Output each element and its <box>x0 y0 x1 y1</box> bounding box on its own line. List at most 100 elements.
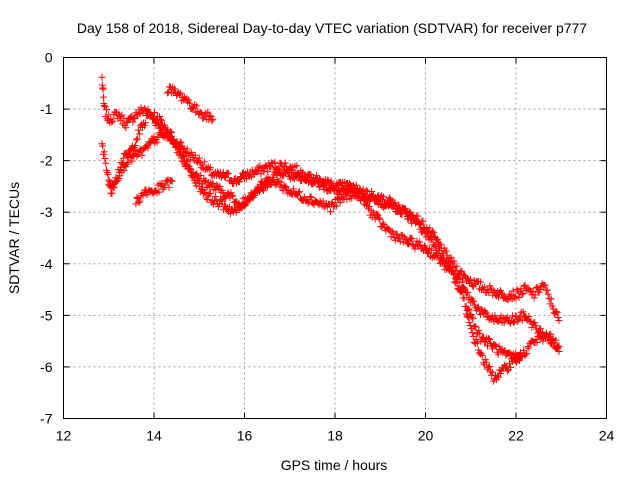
data-point <box>120 114 128 122</box>
data-point <box>200 158 208 166</box>
x-tick-label: 16 <box>237 428 253 444</box>
data-point <box>418 228 426 236</box>
data-point <box>99 142 107 150</box>
data-point <box>485 362 493 370</box>
y-tick-label: -3 <box>40 204 53 220</box>
data-point <box>236 173 244 181</box>
data-point <box>555 317 563 325</box>
data-point <box>167 128 175 136</box>
data-point <box>422 244 429 252</box>
data-point <box>450 270 458 278</box>
data-point <box>555 342 563 350</box>
data-point <box>293 162 301 170</box>
data-point <box>205 165 213 173</box>
data-point <box>144 105 152 113</box>
y-tick-label: -6 <box>40 359 53 375</box>
data-point <box>228 191 236 199</box>
data-point <box>193 158 201 166</box>
data-point <box>403 207 411 215</box>
data-point <box>373 196 381 204</box>
data-point <box>373 210 381 218</box>
data-point <box>467 325 475 333</box>
data-point <box>409 212 417 220</box>
data-point <box>345 188 353 196</box>
data-point <box>132 136 140 144</box>
data-point <box>469 332 477 340</box>
data-point <box>478 351 486 359</box>
data-point <box>338 182 346 190</box>
data-point <box>191 151 199 159</box>
data-point <box>460 294 468 302</box>
data-point <box>156 113 164 121</box>
data-point <box>518 290 526 298</box>
data-point <box>131 142 139 150</box>
data-point <box>517 353 525 361</box>
data-point <box>436 240 444 248</box>
data-point <box>109 117 117 125</box>
data-point <box>197 172 205 180</box>
data-point <box>427 246 435 254</box>
data-point <box>108 118 116 126</box>
data-point <box>186 99 194 107</box>
data-point <box>528 323 536 331</box>
data-point <box>232 208 240 216</box>
data-point <box>282 183 290 191</box>
data-point <box>431 242 439 250</box>
data-point <box>553 308 561 316</box>
data-point <box>158 117 166 125</box>
data-point <box>368 187 376 195</box>
data-point <box>387 233 395 241</box>
data-point <box>434 251 442 259</box>
data-point <box>419 224 427 232</box>
axis-ticks <box>63 57 607 419</box>
data-point <box>141 119 149 127</box>
chart-title: Day 158 of 2018, Sidereal Day-to-day VTE… <box>77 20 587 36</box>
data-point <box>481 308 489 316</box>
data-point <box>151 109 159 117</box>
data-point <box>494 350 502 358</box>
data-point <box>130 114 138 122</box>
data-point <box>123 160 131 168</box>
data-point <box>402 236 410 244</box>
data-point <box>547 330 555 338</box>
data-point <box>271 158 279 166</box>
data-point <box>405 240 413 248</box>
data-point <box>464 313 472 321</box>
data-point <box>463 289 471 297</box>
data-point <box>548 302 556 310</box>
data-point <box>453 277 461 285</box>
y-axis-label: SDTVAR / TECUs <box>6 182 22 294</box>
data-point <box>126 150 134 158</box>
data-point <box>515 294 523 302</box>
data-point <box>458 287 466 295</box>
data-point <box>206 190 214 198</box>
data-point <box>388 227 396 235</box>
data-point <box>132 200 140 208</box>
data-point <box>331 186 339 194</box>
data-point <box>136 197 144 205</box>
data-point <box>393 230 401 238</box>
data-point <box>536 286 544 294</box>
data-point <box>346 180 354 188</box>
data-point <box>457 288 465 296</box>
x-tick-label: 14 <box>146 428 162 444</box>
data-point <box>327 177 335 185</box>
data-point <box>516 351 524 359</box>
data-point <box>133 194 141 202</box>
data-point <box>485 334 493 342</box>
data-point <box>250 192 258 200</box>
data-point <box>108 189 116 197</box>
data-point <box>469 315 477 323</box>
data-point <box>218 197 226 205</box>
data-point <box>406 211 414 219</box>
data-point <box>506 363 514 371</box>
data-point <box>307 193 315 201</box>
data-point <box>326 208 334 216</box>
data-point <box>544 290 552 298</box>
data-point <box>100 102 108 110</box>
data-point <box>420 224 428 232</box>
x-tick-label: 12 <box>56 428 72 444</box>
data-point <box>460 284 468 292</box>
data-point <box>523 349 531 357</box>
